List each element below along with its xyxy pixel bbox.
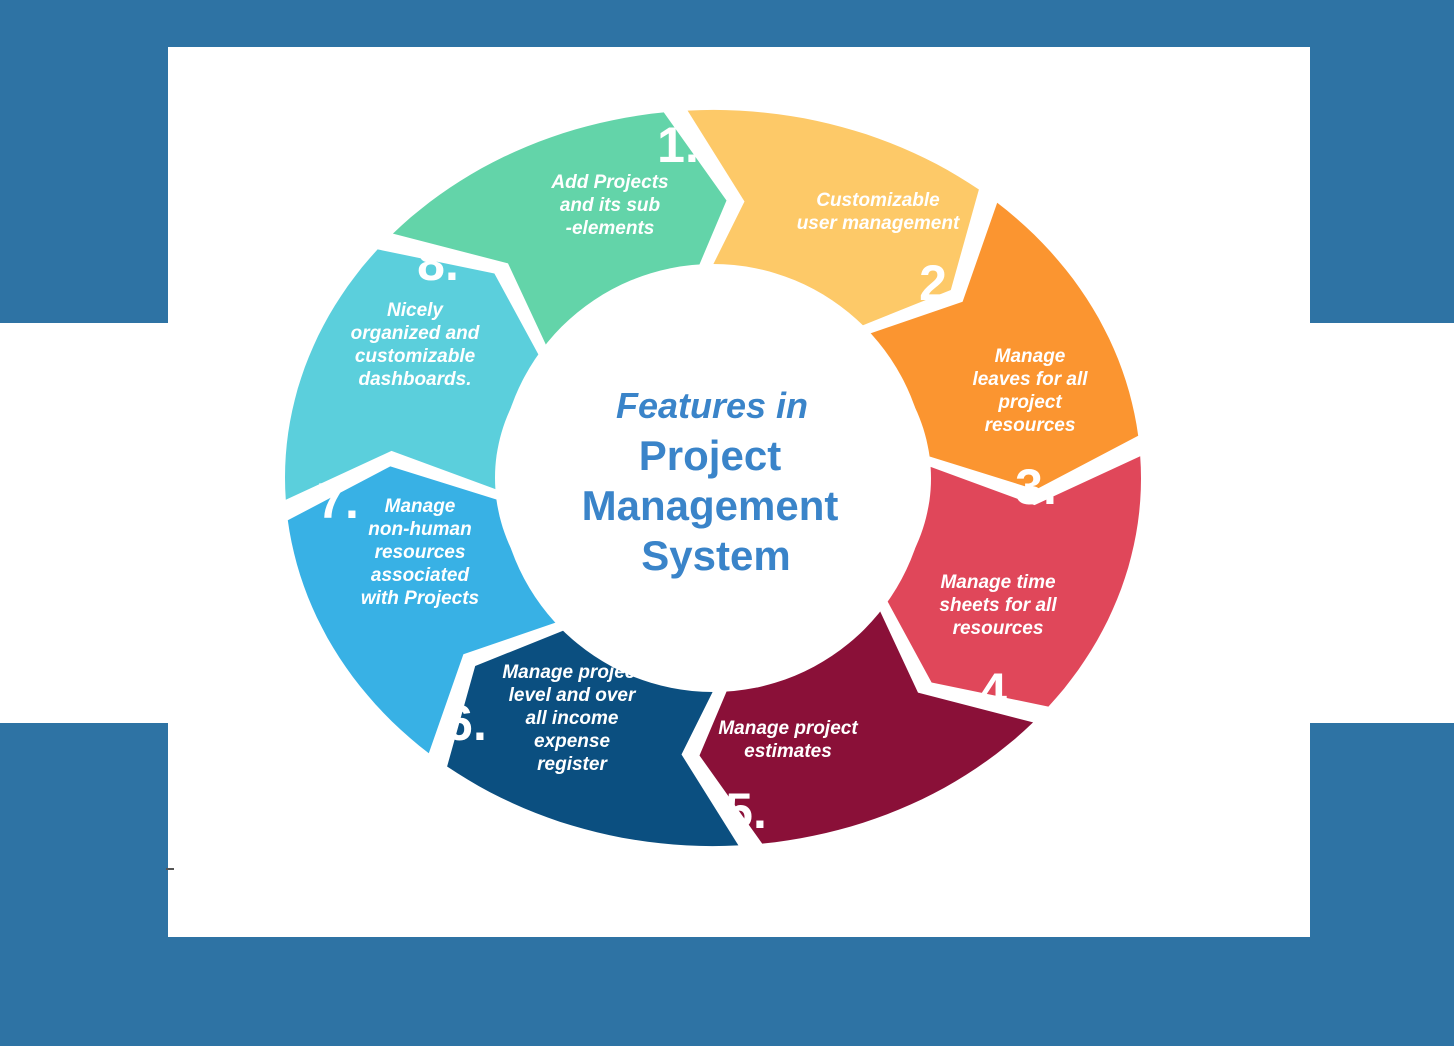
segment-7-label: Manage non-human resources associated with P… — [361, 496, 479, 609]
segment-2-number: 2. — [919, 255, 961, 311]
segment-2-label-line: Customizable — [816, 190, 940, 211]
center-title: Features in Project Management System — [582, 385, 839, 579]
segment-7-number: 7. — [317, 473, 359, 529]
segment-8-label-line: customizable — [355, 346, 476, 367]
segment-1-label-line: and its sub — [560, 195, 661, 216]
segment-3-label-line: Manage — [995, 346, 1066, 367]
segment-3-number: 3. — [1015, 459, 1057, 515]
segment-7-label-line: resources — [375, 542, 466, 563]
segment-7-label-line: with Projects — [361, 588, 479, 609]
segment-8-label: Nicely organized and customizable dashboard… — [351, 300, 480, 390]
edge-mark — [166, 868, 174, 870]
segment-5-label: Manage project estimates — [718, 718, 858, 762]
segment-4-label-line: resources — [953, 618, 1044, 639]
segment-6-label-line: Manage project — [502, 662, 642, 683]
center-title-line-4: System — [641, 532, 790, 579]
segment-4-label-line: Manage time — [940, 572, 1056, 593]
segment-1-label: Add Projects and its sub -elements — [550, 172, 668, 239]
segment-5-number: 5. — [725, 783, 767, 839]
segment-3-label-line: resources — [985, 415, 1076, 436]
center-title-line-3: Management — [582, 482, 839, 529]
segment-1-number: 1. — [657, 117, 699, 173]
segment-5-label-line: estimates — [744, 741, 832, 762]
segment-7-label-line: Manage — [385, 496, 456, 517]
segment-8-label-line: organized and — [351, 323, 480, 344]
segment-2 — [857, 202, 1139, 490]
segment-3-label: Manage leaves for all project resources — [972, 346, 1088, 436]
cycle-segments — [285, 109, 1141, 847]
segment-6-label-line: level and over — [509, 685, 637, 706]
segment-6-number: 6. — [445, 695, 487, 751]
segment-6 — [287, 466, 569, 754]
segment-5-label-line: Manage project — [718, 718, 858, 739]
cycle-segment-texts: Add Projects and its sub -elements1.Custom… — [317, 117, 1088, 839]
segment-8-number: 8. — [417, 235, 459, 291]
segment-7-label-line: associated — [371, 565, 470, 586]
segment-7 — [285, 249, 543, 500]
segment-4-number: 4. — [979, 663, 1021, 719]
segment-1-label-line: -elements — [566, 218, 655, 239]
segment-7-label-line: non-human — [368, 519, 471, 540]
center-title-line-1: Features in — [616, 385, 808, 426]
segment-2-label: Customizable user management — [797, 190, 960, 234]
segment-8-label-line: Nicely — [387, 300, 444, 321]
segment-6-label: Manage project level and over all income ex… — [502, 662, 642, 775]
segment-6-label-line: expense — [534, 731, 610, 752]
segment-3-label-line: project — [997, 392, 1062, 413]
segment-4-label: Manage time sheets for all resources — [939, 572, 1057, 639]
segment-2-label-line: user management — [797, 213, 960, 234]
segment-3-label-line: leaves for all — [972, 369, 1088, 390]
segment-6-label-line: all income — [526, 708, 619, 729]
center-hub — [499, 264, 927, 692]
segment-4-label-line: sheets for all — [939, 595, 1057, 616]
center-title-line-2: Project — [639, 432, 781, 479]
segment-3 — [883, 456, 1141, 707]
segment-8-label-line: dashboards. — [359, 369, 472, 390]
segment-1-label-line: Add Projects — [550, 172, 668, 193]
segment-6-label-line: register — [537, 754, 608, 775]
